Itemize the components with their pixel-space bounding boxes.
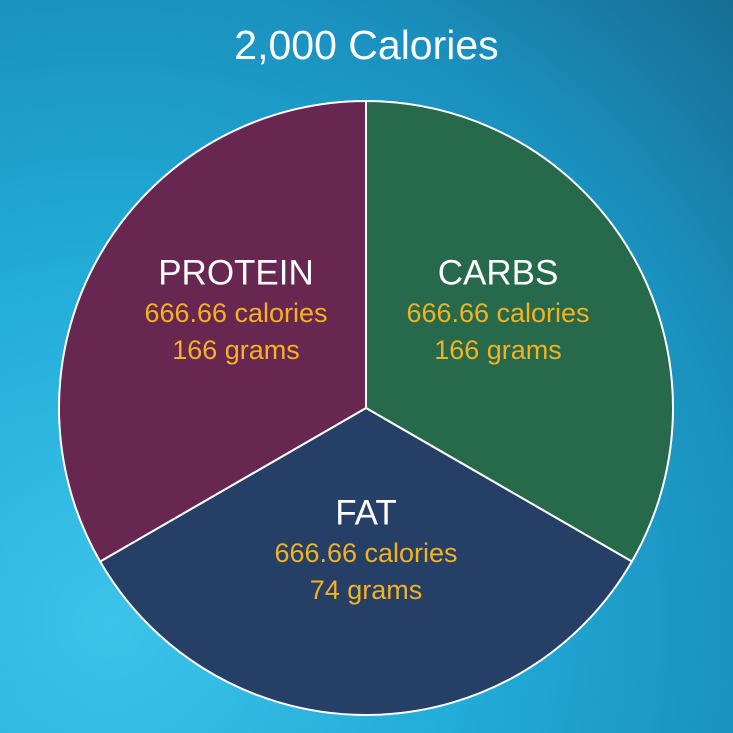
- slice-grams-carbs: 166 grams: [434, 335, 562, 365]
- slice-calories-fat: 666.66 calories: [274, 538, 457, 568]
- slice-calories-protein: 666.66 calories: [144, 298, 327, 328]
- pie-slice-carbs: [365, 99, 674, 563]
- slice-label-protein: PROTEIN: [158, 253, 314, 292]
- slice-grams-protein: 166 grams: [172, 335, 300, 365]
- chart-title: 2,000 Calories: [234, 22, 499, 68]
- slice-grams-fat: 74 grams: [310, 575, 423, 605]
- slice-label-fat: FAT: [335, 493, 397, 532]
- pie-slice-fat: [98, 406, 634, 716]
- pie-slice-protein: [58, 99, 367, 563]
- slice-label-carbs: CARBS: [438, 253, 559, 292]
- slice-calories-carbs: 666.66 calories: [406, 298, 589, 328]
